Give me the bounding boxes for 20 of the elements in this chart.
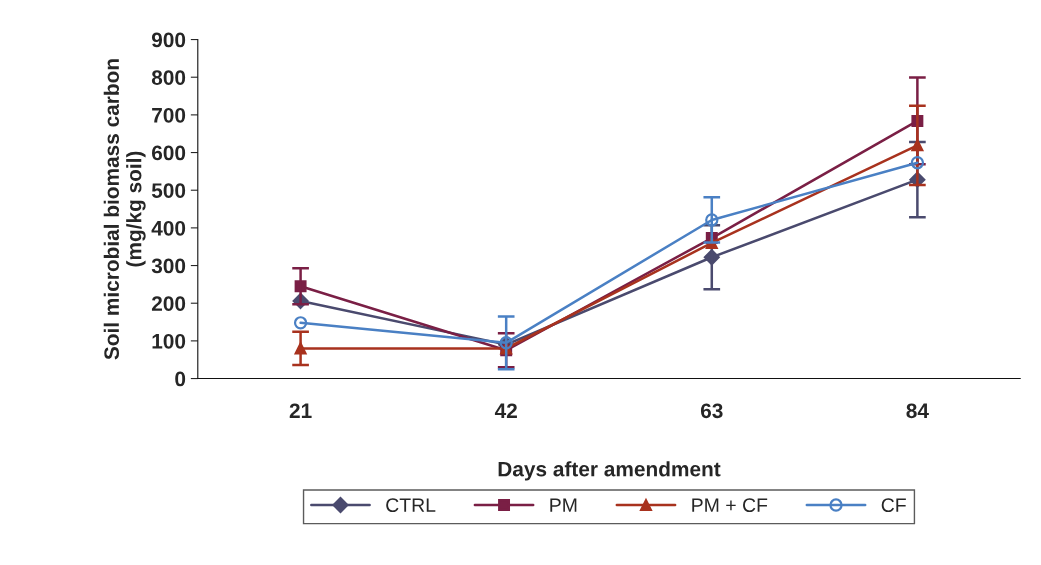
x-tick-label: 84 — [906, 403, 929, 419]
y-tick-label: 400 — [151, 220, 186, 236]
y-tick-label: 700 — [152, 107, 186, 123]
legend-label: PM — [550, 498, 577, 512]
y-tick-label: 100 — [152, 333, 186, 349]
y-tick-label: 600 — [151, 145, 186, 161]
y-tick-label: 200 — [151, 296, 186, 311]
legend-label: CTRL — [386, 498, 436, 513]
x-tick-label: 63 — [700, 403, 723, 419]
x-tick-label: 21 — [289, 403, 312, 418]
y-tick-label: 0 — [175, 371, 186, 387]
y-axis-title: Soil microbial biomass carbon (mg/kg soil) — [103, 59, 146, 360]
x-axis-title: Days after amendment — [498, 461, 721, 481]
legend-label: PM + CF — [692, 498, 768, 513]
y-tick-label: 300 — [151, 258, 186, 274]
x-tick-label: 42 — [494, 403, 517, 418]
y-tick-label: 800 — [151, 70, 186, 85]
legend-label: CF — [881, 498, 906, 513]
y-tick-label: 900 — [151, 32, 186, 48]
y-tick-label: 500 — [151, 183, 186, 198]
